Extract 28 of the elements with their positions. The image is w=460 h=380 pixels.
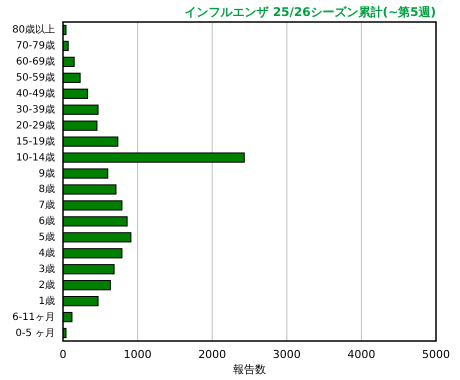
x-tick-label: 4000 <box>347 348 376 361</box>
y-tick-label: 6-11ヶ月 <box>12 312 55 323</box>
x-tick-label: 5000 <box>422 348 450 361</box>
y-tick-label: 30-39歳 <box>16 103 55 116</box>
chart-title: インフルエンザ 25/26シーズン累計(~第5週) <box>184 5 436 19</box>
y-tick-label: 80歳以上 <box>12 24 55 36</box>
y-tick-label: 2歳 <box>38 278 55 291</box>
y-tick-label: 1歳 <box>38 294 55 307</box>
x-tick-label: 2000 <box>198 348 226 361</box>
y-tick-label: 9歳 <box>38 167 55 180</box>
y-tick-label: 5歳 <box>38 231 55 244</box>
y-tick-label: 0-5 ヶ月 <box>15 328 55 339</box>
x-axis-title: 報告数 <box>233 363 266 376</box>
x-tick-label: 1000 <box>124 348 152 361</box>
x-tick-label: 0 <box>60 348 66 361</box>
y-tick-label: 10-14歳 <box>16 151 55 164</box>
y-tick-label: 8歳 <box>38 183 55 196</box>
y-tick-label: 40-49歳 <box>16 88 55 100</box>
y-tick-label: 7歳 <box>38 199 55 212</box>
y-tick-label: 15-19歳 <box>16 135 55 148</box>
y-tick-label: 4歳 <box>38 247 55 260</box>
y-tick-label: 70-79歳 <box>16 40 55 52</box>
y-tick-label: 3歳 <box>38 262 55 275</box>
y-tick-label: 60-69歳 <box>16 56 55 68</box>
y-tick-label: 20-29歳 <box>16 119 55 132</box>
x-tick-label: 3000 <box>272 348 301 361</box>
y-tick-label: 6歳 <box>38 215 55 228</box>
y-tick-label: 50-59歳 <box>16 72 55 84</box>
